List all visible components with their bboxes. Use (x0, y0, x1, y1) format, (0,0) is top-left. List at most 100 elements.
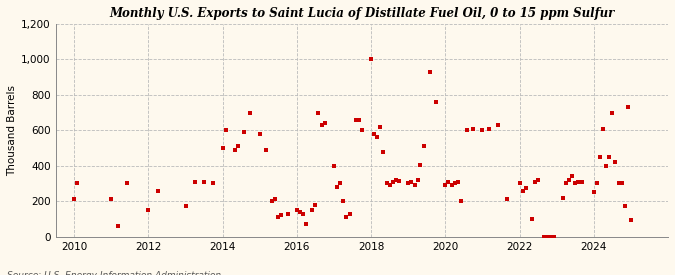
Point (560, 181, 571, 186)
Point (570, 181, 580, 186)
Point (450, 181, 460, 186)
Point (381, 181, 392, 186)
Point (375, 125, 386, 129)
Point (520, 186, 531, 190)
Point (607, 110, 618, 115)
Point (539, 235, 550, 239)
Point (143, 208, 154, 212)
Point (545, 235, 556, 239)
Point (589, 190, 599, 194)
Point (614, 181, 624, 186)
Point (619, 204, 630, 208)
Point (366, 57, 377, 62)
Point (369, 132, 379, 136)
Point (418, 144, 429, 148)
Point (415, 163, 426, 167)
Point (526, 217, 537, 221)
Point (387, 180, 398, 184)
Point (341, 215, 352, 219)
Point (462, 128, 472, 133)
Point (517, 188, 528, 193)
Point (403, 181, 414, 186)
Point (542, 235, 553, 239)
Point (431, 100, 441, 104)
Point (254, 132, 265, 136)
Point (616, 181, 627, 186)
Point (533, 178, 543, 182)
Point (230, 148, 240, 152)
Title: Monthly U.S. Exports to Saint Lucia of Distillate Fuel Oil, 0 to 15 ppm Sulfur: Monthly U.S. Exports to Saint Lucia of D… (109, 7, 614, 20)
Point (468, 126, 479, 131)
Point (338, 199, 349, 204)
Point (356, 128, 367, 133)
Point (425, 70, 435, 74)
Point (112, 224, 123, 228)
Point (180, 204, 191, 208)
Point (597, 126, 608, 131)
Point (344, 211, 355, 216)
Point (558, 196, 568, 200)
Point (483, 126, 494, 131)
Point (604, 155, 615, 159)
Point (273, 215, 284, 219)
Point (354, 117, 364, 122)
Point (217, 146, 228, 150)
Point (440, 183, 451, 188)
Point (595, 155, 605, 159)
Point (530, 180, 541, 184)
Point (502, 197, 513, 202)
Point (317, 123, 327, 127)
Point (514, 181, 525, 186)
Point (220, 128, 231, 133)
Point (477, 128, 488, 133)
Point (267, 199, 277, 204)
Point (493, 123, 504, 127)
Point (576, 180, 587, 184)
Point (153, 188, 163, 193)
Point (372, 135, 383, 140)
Point (591, 181, 602, 186)
Point (294, 210, 305, 214)
Point (452, 180, 463, 184)
Point (310, 203, 321, 207)
Point (292, 208, 302, 212)
Point (573, 180, 584, 184)
Point (233, 144, 244, 148)
Point (72, 181, 82, 186)
Point (313, 110, 324, 115)
Point (456, 199, 466, 204)
Point (319, 121, 330, 125)
Point (276, 213, 287, 218)
Text: Source: U.S. Energy Information Administration: Source: U.S. Energy Information Administ… (7, 271, 221, 275)
Point (282, 211, 293, 216)
Point (190, 180, 200, 184)
Point (378, 149, 389, 154)
Point (307, 208, 318, 212)
Point (301, 222, 312, 227)
Point (564, 178, 574, 182)
Point (335, 181, 346, 186)
Point (245, 110, 256, 115)
Point (412, 178, 423, 182)
Point (198, 180, 209, 184)
Point (298, 211, 308, 216)
Point (391, 178, 402, 182)
Point (394, 179, 404, 183)
Point (443, 180, 454, 184)
Point (331, 185, 342, 189)
Point (106, 197, 117, 202)
Y-axis label: Thousand Barrels: Thousand Barrels (7, 85, 17, 176)
Point (622, 105, 633, 109)
Point (270, 197, 281, 202)
Point (626, 218, 637, 222)
Point (69, 197, 80, 202)
Point (406, 180, 416, 184)
Point (329, 164, 340, 168)
Point (610, 160, 621, 164)
Point (350, 117, 361, 122)
Point (239, 130, 250, 134)
Point (567, 174, 578, 178)
Point (548, 235, 559, 239)
Point (409, 183, 420, 188)
Point (446, 183, 457, 188)
